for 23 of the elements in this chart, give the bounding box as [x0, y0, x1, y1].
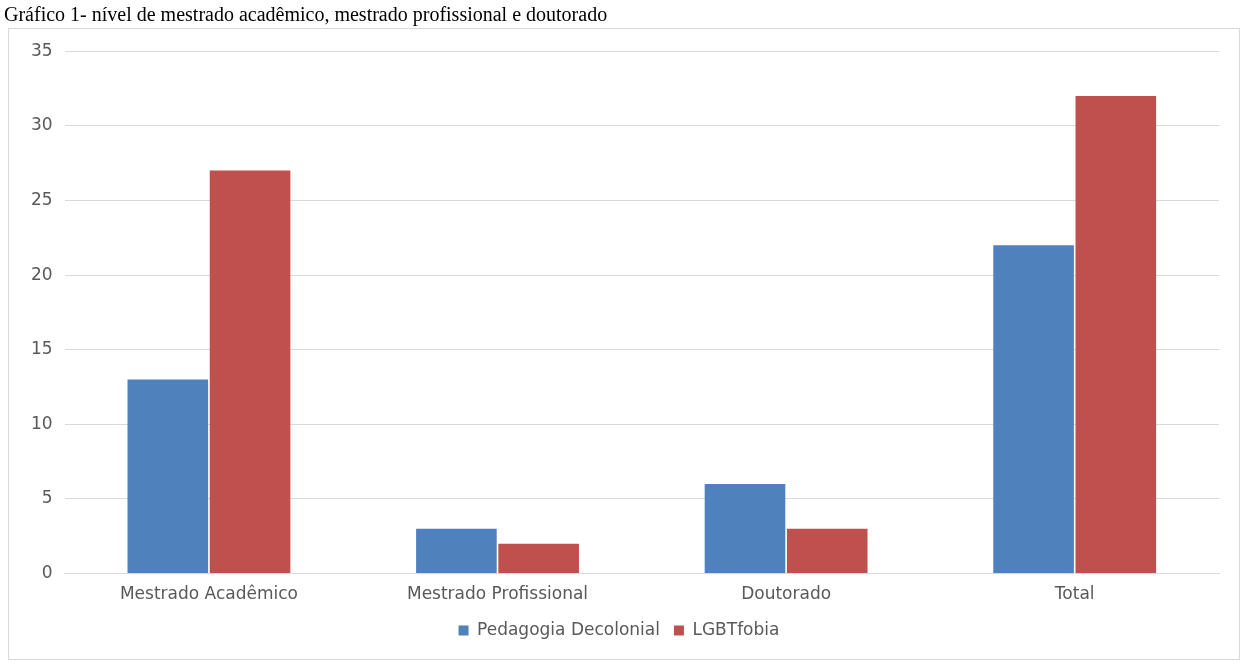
y-tick-label: 20 [30, 263, 53, 284]
y-tick-label: 35 [30, 39, 53, 60]
chart-title: Gráfico 1- nível de mestrado acadêmico, mestrado profissional e doutorado [4, 2, 609, 26]
legend-label: Pedagogia Decolonial [477, 618, 660, 639]
y-tick-label: 0 [41, 562, 53, 583]
bar [416, 528, 497, 574]
bar [786, 528, 868, 574]
bar [498, 543, 579, 574]
y-tick-label: 25 [30, 188, 53, 209]
x-tick-label: Total [1053, 583, 1095, 604]
x-tick-label: Doutorado [741, 583, 832, 604]
bar [704, 484, 786, 574]
y-tick-label: 10 [30, 412, 53, 433]
legend-label: LGBTfobia [692, 618, 780, 639]
bar [209, 170, 291, 574]
bar [127, 379, 209, 574]
x-tick-label: Mestrado Acadêmico [119, 583, 298, 604]
y-tick-label: 5 [41, 487, 53, 508]
bar [993, 245, 1074, 574]
bar [1075, 95, 1157, 574]
y-tick-label: 30 [30, 114, 53, 135]
y-tick-label: 15 [30, 338, 53, 359]
x-tick-label: Mestrado Profissional [406, 583, 589, 604]
